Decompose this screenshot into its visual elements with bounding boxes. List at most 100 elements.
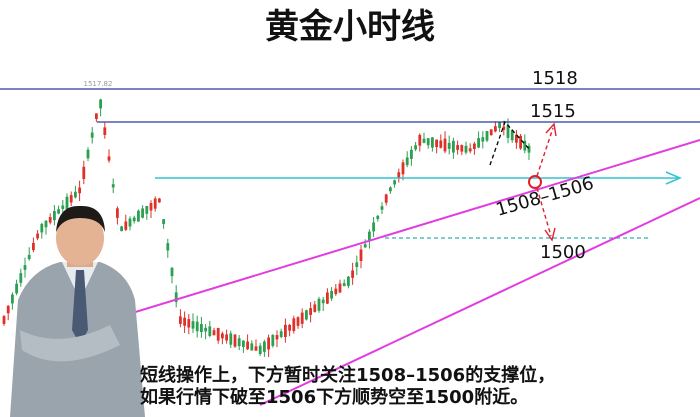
candle-body [279,331,283,337]
candle-body [317,298,321,311]
candle-body [418,134,422,146]
candle-body [15,283,18,294]
candle-body [464,145,468,153]
candle-body [414,145,417,150]
candle-body [263,341,266,352]
candle-body [174,292,178,303]
candle-body [389,187,392,192]
candle-body [523,140,527,151]
candle-body [208,326,212,336]
candle-body [401,162,405,175]
candle-body [166,243,170,251]
candle-body [426,138,430,146]
candle-body [254,346,258,351]
candle-body [170,267,174,277]
candle-body [233,334,237,347]
candle-body [258,345,262,355]
candle-body [183,317,186,326]
candle-body [86,149,90,159]
candle-body [351,270,354,278]
candle-body [288,324,291,331]
candle-body [435,139,438,148]
candle-body [19,273,23,283]
peak-label: 1517.82 [84,80,113,88]
candle-body [330,290,333,299]
candle-body [191,321,195,329]
level-label: 1518 [532,68,578,89]
candle-body [23,265,27,270]
candle-body [229,333,233,345]
candle-body [69,195,73,203]
candle-body [158,198,161,203]
candle-body [498,122,501,129]
candle-body [221,333,224,339]
candle-body [296,317,300,326]
candle-body [200,324,203,333]
candle-body [137,210,140,222]
candle-body [111,184,115,188]
candle-body [78,187,81,194]
level-label: 1500 [540,242,586,263]
candle-body [237,338,241,347]
candle-body [271,334,275,346]
level-label: 1515 [530,101,576,122]
candle-body [452,140,455,153]
candle-body [338,283,342,293]
candle-body [99,99,102,109]
candle-body [468,148,472,152]
candle-body [116,208,119,218]
path-sketch [489,120,531,166]
candle-body [334,288,338,295]
candle-body [305,310,308,320]
candle-body [11,294,14,304]
candle-body [510,130,514,141]
candle-body [132,217,136,222]
candle-body [6,305,10,314]
candle-body [162,219,165,225]
candle-body [267,337,270,350]
candle-body [405,157,409,166]
candle-body [321,299,325,304]
candles [2,98,531,358]
title: 黄金小时线 [265,7,435,47]
candle-body [502,126,506,130]
candle-body [107,156,111,161]
arrow-head [544,227,556,242]
candle-body [372,222,375,232]
candle-body [27,254,31,260]
candle-body [82,166,86,180]
candle-body [384,194,388,203]
candle-body [128,218,132,227]
down-arrow [536,187,552,237]
candle-body [179,316,182,324]
candle-body [124,221,128,230]
candle-body [326,292,329,304]
candle-body [103,127,107,135]
candle-body [393,180,396,185]
candle-body [359,249,363,261]
channel-line [259,197,700,406]
channel-line [59,139,700,336]
candle-body [246,341,249,350]
candle-body [447,142,451,149]
candle-body [477,138,480,148]
candle-body [225,334,228,341]
candle-body [355,262,359,268]
candle-body [481,137,485,142]
candle-body [431,137,434,148]
candle-body [494,126,497,132]
candle-body [485,131,489,141]
candle-body [61,205,65,209]
candle-body [95,113,98,120]
candle-body [376,215,380,220]
candle-body [242,340,245,347]
candle-body [90,132,94,138]
candle-body [187,319,191,328]
candle-body [410,149,413,159]
candle-body [36,233,39,239]
candle-body [120,226,123,232]
candle-body [292,318,296,331]
candle-body [216,328,220,341]
candle-body [32,242,35,251]
